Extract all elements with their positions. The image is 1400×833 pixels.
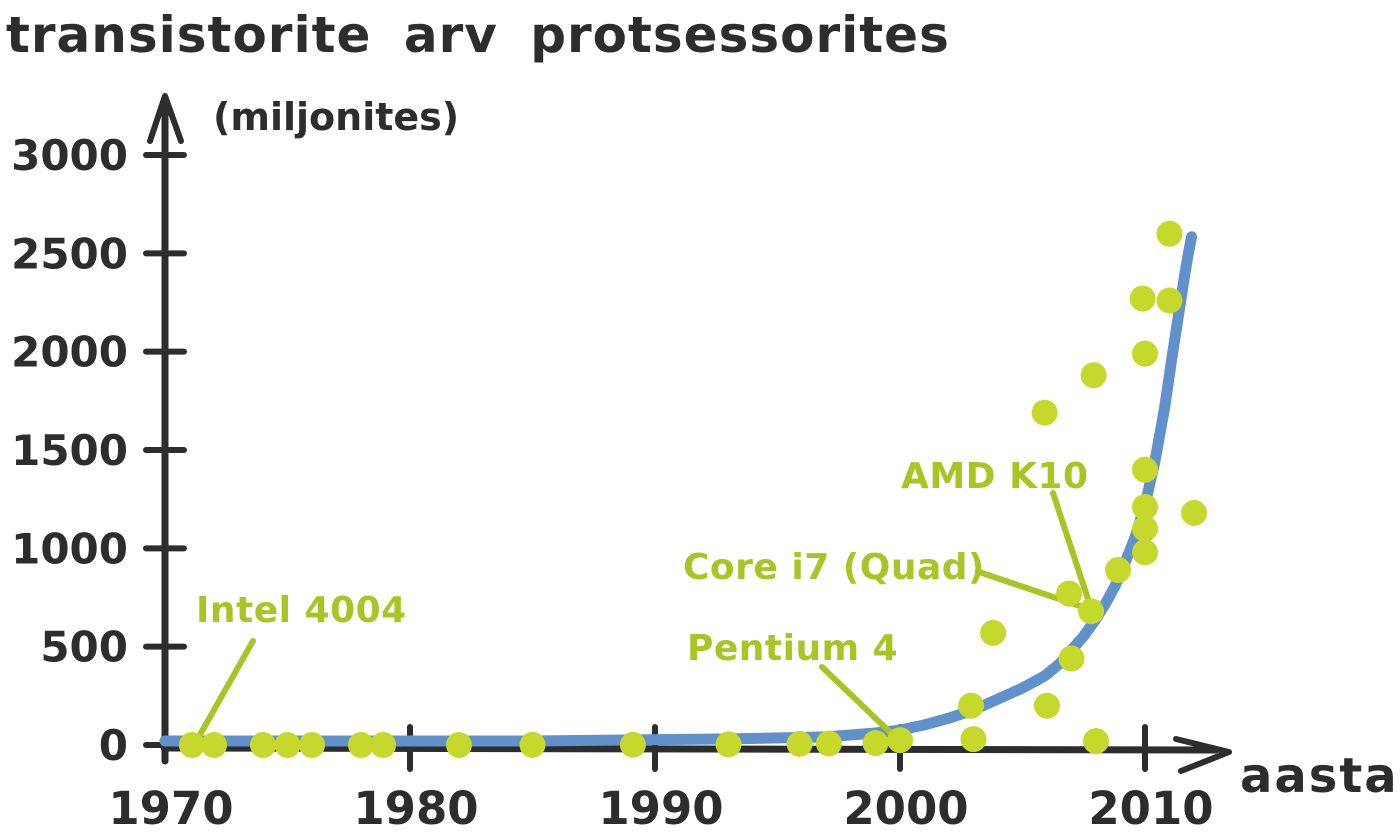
annotation-label: Intel 4004 [196, 590, 407, 631]
data-point [715, 731, 742, 758]
y-axis-ticks: 0 500 1000 1500 2000 2500 3000 [11, 131, 187, 770]
data-point [1132, 494, 1158, 520]
data-point [1129, 285, 1156, 312]
data-point [815, 730, 842, 757]
data-point [887, 727, 913, 754]
data-point [370, 732, 397, 758]
y-tick-label: 0 [99, 721, 128, 770]
data-point [1181, 499, 1207, 526]
data-point [1132, 456, 1158, 483]
annotation-leader-line [194, 638, 256, 743]
x-axis-label: aasta [1240, 748, 1399, 804]
data-point [619, 731, 646, 758]
data-point [1156, 220, 1183, 247]
annotation-leader-line [1050, 490, 1093, 608]
axes [147, 93, 1232, 774]
y-tick-label: 3000 [11, 131, 128, 180]
data-point [1156, 287, 1183, 314]
x-tick-label: 2000 [843, 782, 968, 833]
data-points [178, 220, 1207, 758]
data-point [1105, 557, 1132, 583]
x-tick-label: 1970 [108, 782, 233, 833]
x-tick-label: 2010 [1088, 782, 1213, 833]
x-axis-ticks: 1970 1980 1990 2000 2010 [108, 724, 1214, 833]
y-tick-label: 2000 [11, 328, 128, 377]
annotation-labels: Intel 4004 Pentium 4 Core i7 (Quad) AMD K10 [196, 456, 1089, 669]
data-point [1056, 580, 1083, 607]
data-point [299, 732, 325, 758]
data-point [250, 732, 276, 758]
data-point [348, 732, 374, 758]
y-axis-unit-label: (miljonites) [213, 95, 459, 139]
data-point [178, 732, 205, 758]
chart-title: transistorite arv protsessorites [6, 6, 950, 64]
data-point [1078, 598, 1105, 625]
data-point [1034, 692, 1060, 719]
data-point [519, 731, 546, 758]
data-point [960, 726, 987, 753]
y-axis-arrowhead-icon [147, 93, 184, 144]
x-tick-label: 1980 [353, 782, 478, 833]
annotation-label: AMD K10 [901, 456, 1089, 497]
data-point [201, 732, 227, 758]
data-point [1031, 399, 1058, 426]
y-tick-label: 1000 [11, 524, 128, 573]
annotation-leader-lines [194, 490, 1093, 743]
data-point [1132, 340, 1158, 367]
y-tick-label: 500 [40, 623, 128, 672]
annotation-label: Pentium 4 [687, 628, 898, 669]
data-point [1083, 728, 1109, 755]
y-tick-label: 1500 [11, 426, 128, 475]
annotation-leader-line [819, 664, 897, 739]
data-point [1080, 362, 1107, 389]
x-axis-line [160, 744, 1220, 754]
x-axis-arrowhead-icon [1173, 736, 1232, 774]
data-point [1132, 515, 1158, 542]
data-point [786, 730, 813, 757]
data-point [862, 730, 889, 757]
annotation-label: Core i7 (Quad) [683, 547, 985, 588]
data-point [1132, 539, 1158, 566]
y-tick-label: 2500 [11, 229, 128, 278]
data-point [446, 732, 472, 758]
data-point [274, 732, 301, 758]
data-point [1058, 645, 1085, 672]
data-point [980, 619, 1007, 646]
data-point [958, 692, 985, 719]
x-tick-label: 1990 [598, 782, 723, 833]
